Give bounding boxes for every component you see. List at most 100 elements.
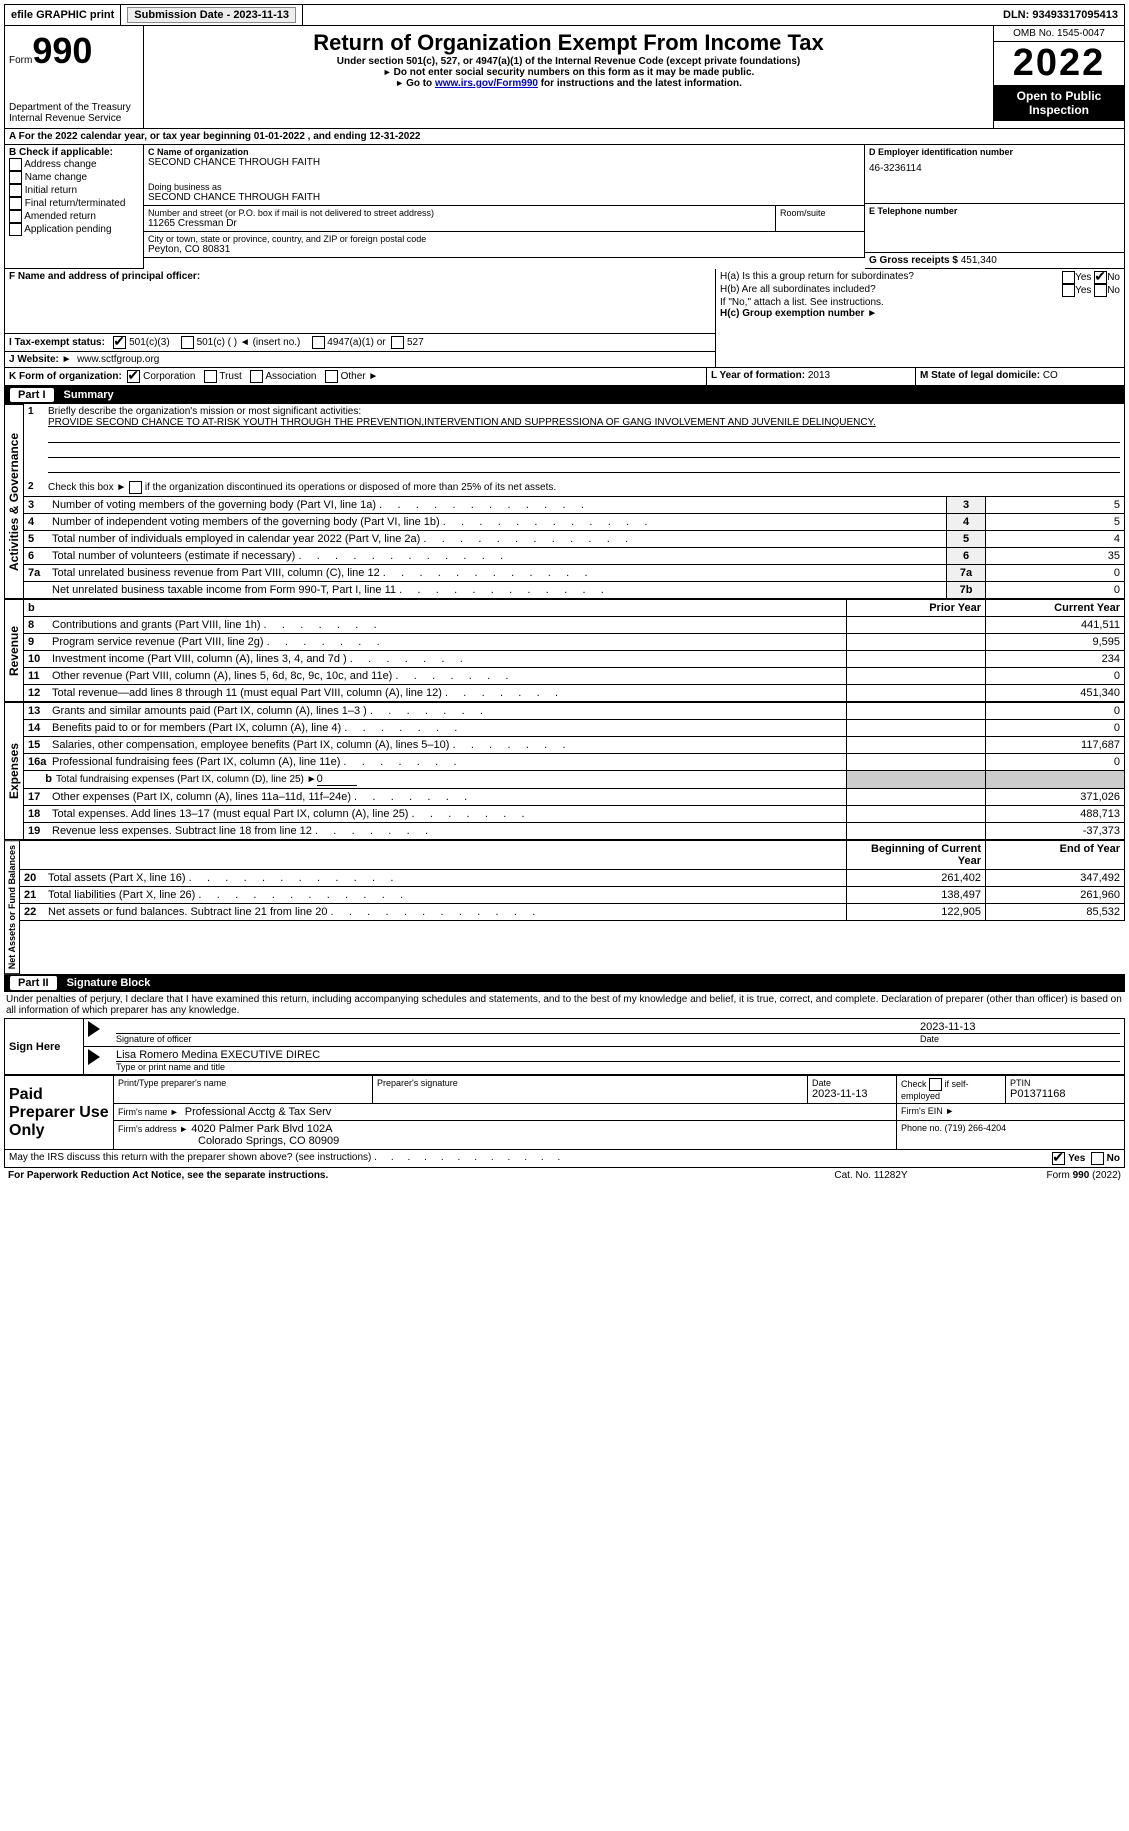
table-row: 4Number of independent voting members of… (24, 514, 1125, 531)
discuss-row: May the IRS discuss this return with the… (4, 1150, 1125, 1168)
checkbox-icon[interactable] (9, 158, 22, 171)
hb-note: If "No," attach a list. See instructions… (720, 297, 1120, 308)
subtitle-3: Go to www.irs.gov/Form990 for instructio… (148, 78, 989, 89)
city-label: City or town, state or province, country… (148, 234, 860, 244)
dln-label: DLN: 93493317095413 (1003, 9, 1118, 21)
checkbox-icon[interactable] (1062, 271, 1075, 284)
officer-name: Lisa Romero Medina EXECUTIVE DIREC (116, 1049, 1120, 1062)
table-row: 19Revenue less expenses. Subtract line 1… (24, 823, 1125, 840)
tax-year: 2022 (994, 42, 1124, 85)
b-opt: Initial return (9, 184, 139, 197)
checkbox-icon[interactable] (9, 197, 22, 210)
table-row: 12Total revenue—add lines 8 through 11 (… (24, 685, 1125, 702)
firm-phone: Phone no. (719) 266-4204 (897, 1121, 1125, 1150)
checkbox-icon[interactable] (127, 370, 140, 383)
checkbox-icon[interactable] (1091, 1152, 1104, 1165)
netassets-section: Net Assets or Fund Balances Beginning of… (4, 840, 1125, 974)
top-bar: efile GRAPHIC print Submission Date - 20… (4, 4, 1125, 26)
checkbox-icon[interactable] (204, 370, 217, 383)
table-row: 6Total number of volunteers (estimate if… (24, 548, 1125, 565)
checkbox-icon[interactable] (325, 370, 338, 383)
table-row: 5Total number of individuals employed in… (24, 531, 1125, 548)
b-opt: Application pending (9, 223, 139, 236)
checkbox-icon[interactable] (129, 481, 142, 494)
sig-date: 2023-11-13 (920, 1021, 1120, 1034)
firm-ein-label: Firm's EIN ► (897, 1104, 1125, 1121)
b-label: B Check if applicable: (9, 147, 139, 158)
b-opt: Address change (9, 158, 139, 171)
d-label: D Employer identification number (869, 147, 1120, 157)
subtitle-2: Do not enter social security numbers on … (148, 67, 989, 78)
table-row: 14Benefits paid to or for members (Part … (24, 720, 1125, 737)
table-row: 11Other revenue (Part VIII, column (A), … (24, 668, 1125, 685)
footer: For Paperwork Reduction Act Notice, see … (4, 1168, 1125, 1183)
checkbox-icon[interactable] (1062, 284, 1075, 297)
table-row: 22Net assets or fund balances. Subtract … (20, 904, 1125, 921)
table-row: 10Investment income (Part VIII, column (… (24, 651, 1125, 668)
entity-block: B Check if applicable: Address change Na… (4, 145, 1125, 269)
section-i: I Tax-exempt status: 501(c)(3) 501(c) ( … (4, 334, 716, 352)
checkbox-icon[interactable] (9, 223, 22, 236)
revenue-section: Revenue b Prior Year Current Year 8Contr… (4, 599, 1125, 702)
tab-revenue: Revenue (4, 599, 24, 702)
tab-netassets: Net Assets or Fund Balances (4, 840, 20, 974)
checkbox-icon[interactable] (929, 1078, 942, 1091)
form-header: Form990 Department of the Treasury Inter… (4, 26, 1125, 129)
fhij-block: F Name and address of principal officer:… (4, 269, 1125, 368)
name-label: Type or print name and title (116, 1062, 1120, 1072)
section-j: J Website: ► www.sctfgroup.org (4, 352, 716, 368)
preparer-table: Paid Preparer Use Only Print/Type prepar… (4, 1075, 1125, 1150)
checkbox-icon[interactable] (9, 171, 22, 184)
hc-label: H(c) Group exemption number ► (720, 308, 1120, 319)
part-label: Part I (10, 388, 54, 402)
header-left: Form990 Department of the Treasury Inter… (5, 26, 144, 128)
tab-expenses: Expenses (4, 702, 24, 840)
checkbox-icon[interactable] (250, 370, 263, 383)
hb-label: H(b) Are all subordinates included? (720, 284, 1062, 297)
efile-label: efile GRAPHIC print (11, 9, 114, 21)
section-c: C Name of organization SECOND CHANCE THR… (144, 145, 865, 269)
city: Peyton, CO 80831 (148, 244, 860, 255)
footer-right: Form 990 (2022) (971, 1170, 1121, 1181)
footer-mid: Cat. No. 11282Y (771, 1170, 971, 1181)
f-label: F Name and address of principal officer: (9, 271, 200, 282)
dept-irs: Internal Revenue Service (9, 113, 139, 124)
sig-officer-label: Signature of officer (116, 1034, 920, 1044)
omb-number: OMB No. 1545-0047 (994, 26, 1124, 42)
state-domicile: CO (1043, 370, 1058, 381)
c-label: C Name of organization (148, 147, 860, 157)
k-label: K Form of organization: (9, 371, 122, 382)
checkbox-icon[interactable] (1052, 1152, 1065, 1165)
firm-addr1: 4020 Palmer Park Blvd 102A (191, 1123, 332, 1135)
part2-header: Part II Signature Block (4, 974, 1125, 992)
b-opt: Amended return (9, 210, 139, 223)
firm-name: Professional Acctg & Tax Serv (185, 1106, 332, 1118)
checkbox-icon[interactable] (1094, 271, 1107, 284)
paid-preparer-label: Paid Preparer Use Only (5, 1076, 114, 1150)
e-label: E Telephone number (869, 206, 1120, 216)
netassets-table: Beginning of Current Year End of Year 20… (20, 840, 1125, 921)
form-title: Return of Organization Exempt From Incom… (148, 30, 989, 56)
ag-table: 3Number of voting members of the governi… (24, 496, 1125, 599)
checkbox-icon[interactable] (312, 336, 325, 349)
street: 11265 Cressman Dr (148, 218, 771, 229)
table-row: 9Program service revenue (Part VIII, lin… (24, 634, 1125, 651)
i-label: I Tax-exempt status: (9, 337, 105, 348)
table-row: 18Total expenses. Add lines 13–17 (must … (24, 806, 1125, 823)
prep-date: 2023-11-13 (812, 1088, 892, 1100)
checkbox-icon[interactable] (9, 210, 22, 223)
table-row: bTotal fundraising expenses (Part IX, co… (24, 771, 1125, 789)
checkbox-icon[interactable] (113, 336, 126, 349)
irs-link[interactable]: www.irs.gov/Form990 (435, 78, 538, 89)
table-row: 21Total liabilities (Part X, line 26)138… (20, 887, 1125, 904)
table-row: 16aProfessional fundraising fees (Part I… (24, 754, 1125, 771)
eoy-header: End of Year (986, 841, 1125, 870)
checkbox-icon[interactable] (181, 336, 194, 349)
checkbox-icon[interactable] (9, 184, 22, 197)
table-row: 8Contributions and grants (Part VIII, li… (24, 617, 1125, 634)
header-right: OMB No. 1545-0047 2022 Open to Public In… (993, 26, 1124, 128)
checkbox-icon[interactable] (1094, 284, 1107, 297)
table-row: 20Total assets (Part X, line 16)261,4023… (20, 870, 1125, 887)
checkbox-icon[interactable] (391, 336, 404, 349)
website: www.sctfgroup.org (77, 354, 159, 365)
